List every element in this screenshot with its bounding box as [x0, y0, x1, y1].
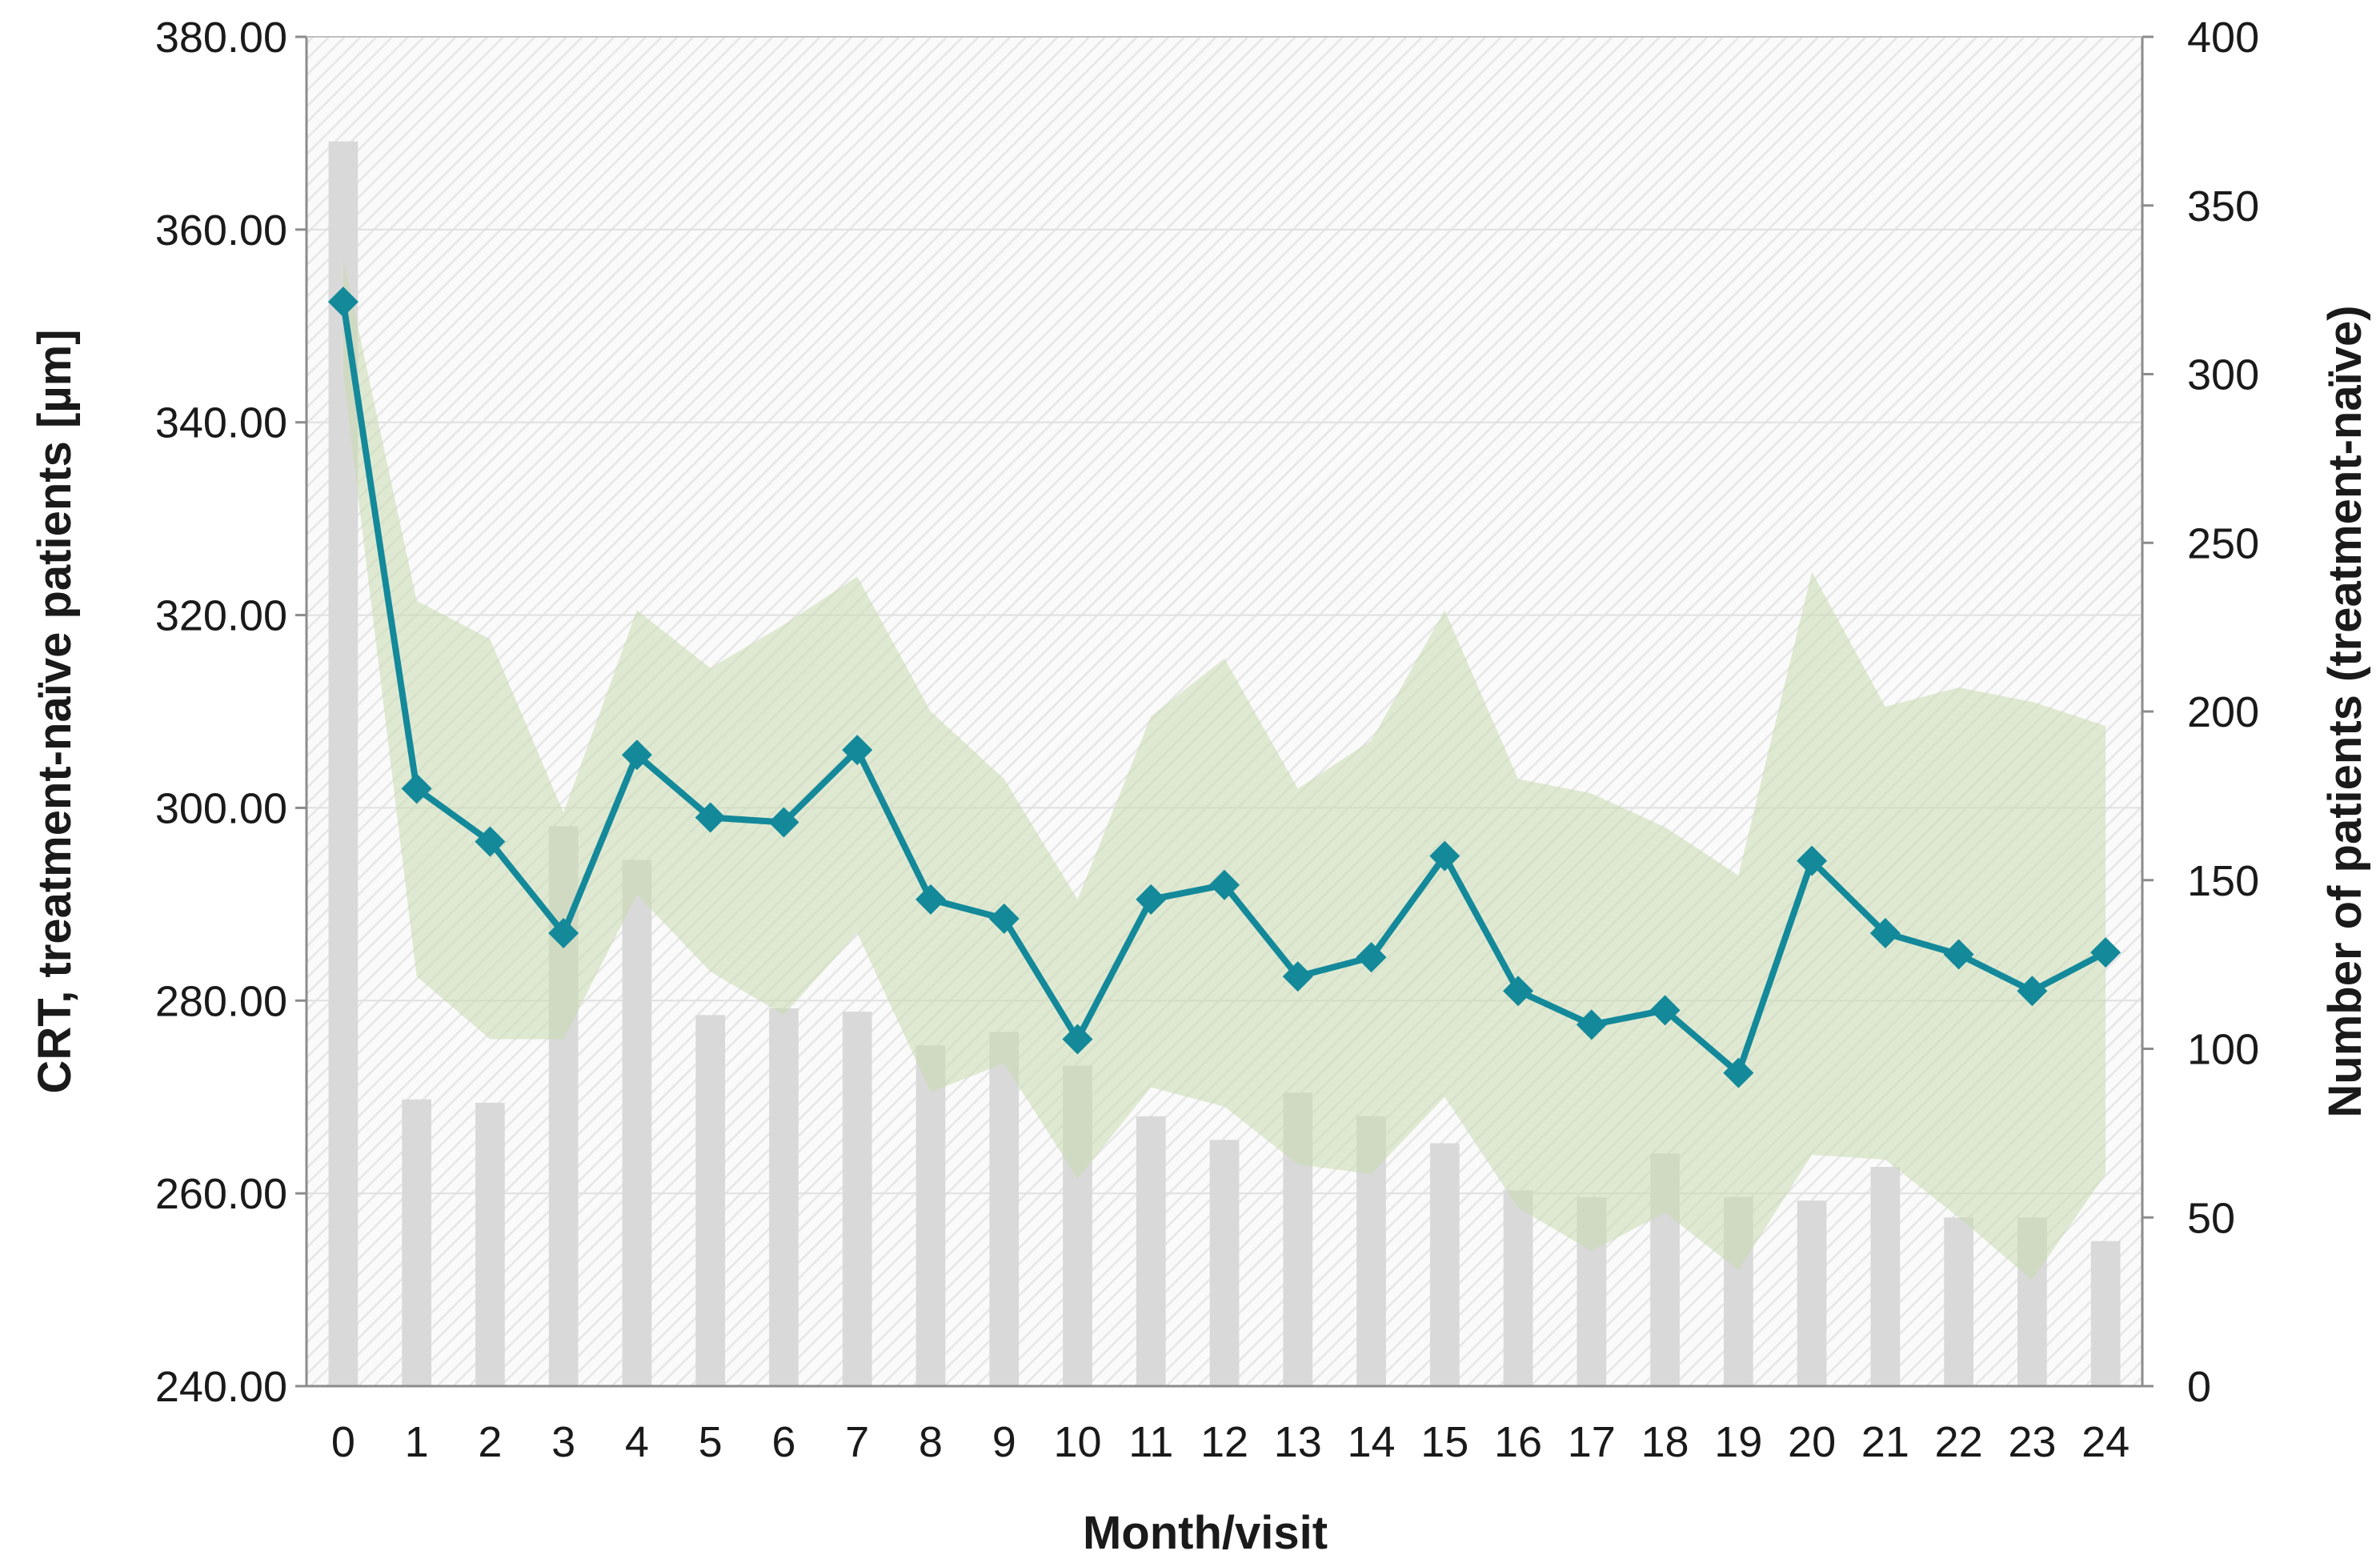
y-tick-label-3: 300.00 [155, 784, 287, 832]
x-tick-label-15: 15 [1420, 1418, 1468, 1466]
crt-point-month-4 [621, 739, 652, 771]
bar-month-6 [769, 1008, 799, 1386]
bar-month-4 [622, 860, 652, 1386]
crt-point-month-19 [1723, 1057, 1754, 1088]
y-tick-label-1: 260.00 [155, 1170, 287, 1218]
crt-point-month-10 [1062, 1024, 1093, 1055]
x-tick-label-11: 11 [1128, 1418, 1173, 1466]
crt-point-month-20 [1797, 845, 1828, 876]
crt-point-month-23 [2017, 976, 2048, 1007]
crt-point-month-14 [1356, 942, 1387, 973]
bar-month-16 [1503, 1190, 1533, 1386]
x-tick-label-0: 0 [331, 1418, 355, 1466]
y2-tick-label-4: 200 [2187, 688, 2259, 736]
x-tick-label-23: 23 [2008, 1418, 2056, 1466]
y2-tick-label-3: 150 [2187, 857, 2259, 905]
y-tick-label-2: 280.00 [155, 977, 287, 1025]
tick-labels: 240.00 260.00 280.00 300.00 320.00 340.00 360.… [155, 14, 2259, 1466]
x-tick-label-16: 16 [1494, 1418, 1542, 1466]
x-tick-label-19: 19 [1714, 1418, 1762, 1466]
y2-tick-label-5: 250 [2187, 519, 2259, 567]
crt-point-month-13 [1282, 961, 1313, 992]
bar-month-22 [1944, 1217, 1973, 1386]
x-tick-label-7: 7 [845, 1418, 869, 1466]
y2-tick-label-8: 400 [2187, 14, 2259, 62]
x-tick-label-20: 20 [1788, 1418, 1836, 1466]
axes [295, 35, 2154, 1388]
crt-point-month-12 [1209, 869, 1240, 900]
y2-tick-label-7: 350 [2187, 182, 2259, 230]
bar-month-24 [2090, 1240, 2121, 1386]
y2-tick-label-6: 300 [2187, 351, 2259, 399]
crt-point-month-21 [1869, 917, 1901, 948]
x-tick-label-3: 3 [551, 1418, 575, 1466]
crt-point-month-3 [548, 917, 579, 948]
x-tick-label-10: 10 [1053, 1418, 1101, 1466]
y-axis-title: CRT, treatment-naïve patients [µm] [29, 329, 81, 1093]
crt-point-month-8 [915, 884, 946, 915]
x-tick-label-21: 21 [1861, 1418, 1909, 1466]
y-tick-label-6: 360.00 [155, 206, 287, 254]
bar-month-15 [1429, 1143, 1460, 1386]
crt-point-month-0 [327, 287, 359, 318]
crt-point-month-24 [2090, 937, 2122, 968]
crt-point-month-18 [1649, 995, 1681, 1026]
crt-line-layer [327, 287, 2122, 1088]
x-tick-label-4: 4 [625, 1418, 649, 1466]
x-tick-label-22: 22 [1935, 1418, 1983, 1466]
bar-month-11 [1136, 1116, 1166, 1386]
y2-axis-title: Number of patients (treatment-naïve) [2319, 305, 2371, 1117]
bar-month-21 [1870, 1167, 1901, 1386]
x-tick-label-2: 2 [478, 1418, 502, 1466]
x-tick-label-8: 8 [919, 1418, 943, 1466]
crt-point-month-17 [1576, 1009, 1607, 1040]
x-tick-label-6: 6 [771, 1418, 795, 1466]
crt-point-month-11 [1136, 884, 1167, 915]
x-tick-label-12: 12 [1200, 1418, 1248, 1466]
x-tick-label-24: 24 [2081, 1418, 2130, 1466]
crt-point-month-6 [768, 807, 799, 838]
x-tick-label-5: 5 [699, 1418, 723, 1466]
bar-month-1 [402, 1099, 431, 1386]
bar-month-20 [1797, 1200, 1827, 1386]
x-axis-title: Month/visit [1083, 1507, 1328, 1559]
x-tick-label-17: 17 [1568, 1418, 1616, 1466]
y-tick-label-4: 320.00 [155, 592, 287, 640]
crt-point-month-22 [1943, 939, 1974, 970]
y2-tick-label-1: 50 [2187, 1194, 2235, 1242]
bar-month-7 [842, 1012, 872, 1386]
y-tick-label-5: 340.00 [155, 399, 287, 447]
crt-point-month-9 [988, 903, 1020, 934]
crt-point-month-1 [401, 773, 432, 804]
bar-month-9 [989, 1032, 1020, 1386]
y2-tick-label-2: 100 [2187, 1026, 2259, 1074]
crt-point-month-2 [475, 826, 506, 857]
y-tick-label-0: 240.00 [155, 1363, 287, 1411]
x-tick-label-13: 13 [1274, 1418, 1322, 1466]
x-tick-label-9: 9 [992, 1418, 1016, 1466]
bar-month-2 [475, 1102, 505, 1386]
crt-point-month-7 [842, 735, 873, 766]
y-tick-label-7: 380.00 [155, 14, 287, 62]
y2-tick-label-0: 0 [2187, 1363, 2211, 1411]
crt-point-month-16 [1503, 976, 1534, 1007]
bar-month-12 [1209, 1140, 1240, 1386]
x-tick-label-1: 1 [405, 1418, 429, 1466]
crt-point-month-5 [695, 802, 726, 833]
bar-month-8 [916, 1045, 946, 1386]
x-tick-label-18: 18 [1641, 1418, 1689, 1466]
x-tick-label-14: 14 [1347, 1418, 1395, 1466]
bar-month-5 [695, 1015, 726, 1386]
crt-point-month-15 [1429, 840, 1460, 872]
